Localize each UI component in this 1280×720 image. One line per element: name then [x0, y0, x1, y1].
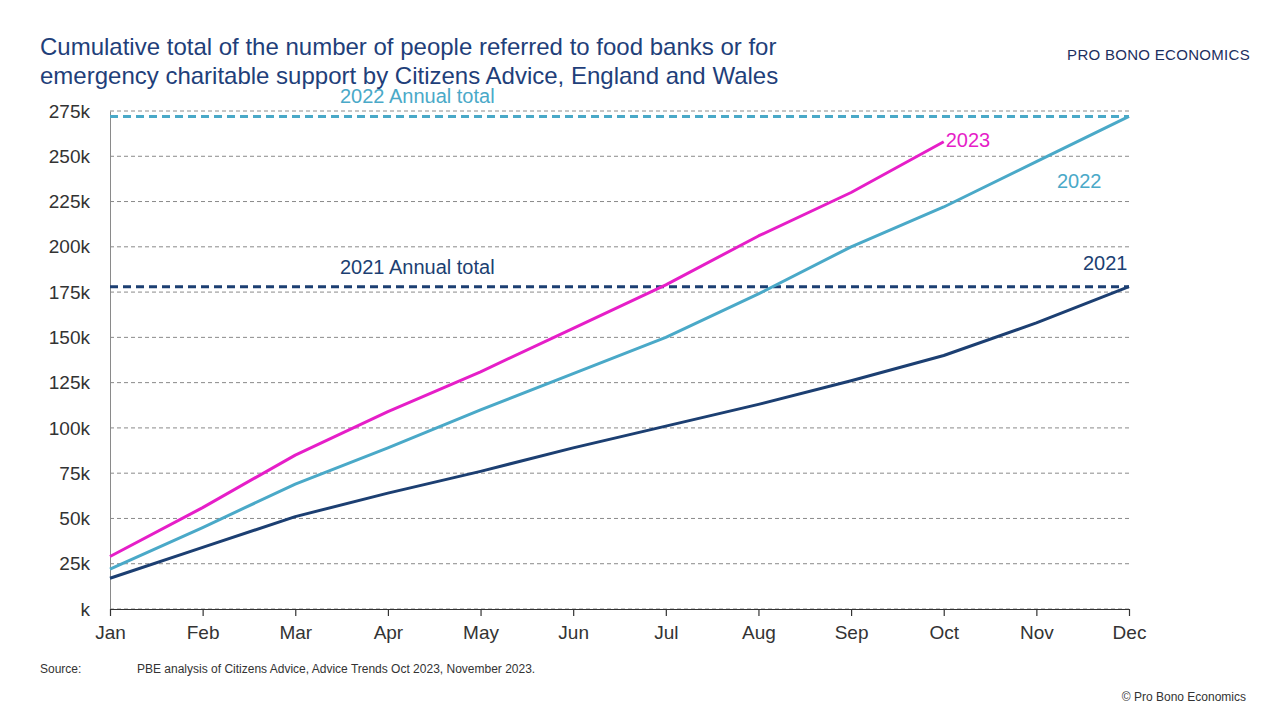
- source: PBE analysis of Citizens Advice, Advice …: [137, 662, 535, 676]
- reference-line: [110, 285, 1129, 288]
- series-label: 2021: [1083, 252, 1128, 274]
- y-tick-label: 225k: [49, 191, 91, 212]
- y-tick-label: 100k: [49, 417, 91, 438]
- copyright: © Pro Bono Economics: [1122, 690, 1246, 704]
- grid-line: [110, 292, 1129, 293]
- x-tick-mark: [573, 609, 574, 616]
- x-tick-mark: [666, 609, 667, 616]
- x-tick: Apr: [374, 609, 404, 643]
- y-tick: 200k: [49, 236, 110, 257]
- grid-line: [110, 201, 1129, 202]
- x-tick-mark: [295, 609, 296, 616]
- reference-line: [110, 115, 1129, 118]
- annotation-label: 2021 Annual total: [340, 256, 495, 278]
- x-tick-label: Apr: [374, 622, 404, 643]
- x-tick-mark: [388, 609, 389, 616]
- x-tick-label: Oct: [929, 622, 959, 643]
- x-tick-label: Feb: [187, 622, 220, 643]
- series-line: [110, 116, 1129, 569]
- y-tick-label: 200k: [49, 236, 91, 257]
- grid-line: [110, 382, 1129, 383]
- y-tick-label: 275k: [49, 101, 91, 122]
- y-tick: 250k: [49, 146, 110, 167]
- x-tick-label: Nov: [1020, 622, 1054, 643]
- x-axis-line: [111, 609, 1130, 610]
- y-tick-label: 25k: [59, 553, 90, 574]
- x-tick: Feb: [187, 609, 220, 643]
- y-tick: 175k: [49, 282, 110, 303]
- x-tick-mark: [1036, 609, 1037, 616]
- x-tick: Mar: [279, 609, 312, 643]
- y-tick-label: 125k: [49, 372, 91, 393]
- x-tick-mark: [1129, 609, 1130, 616]
- grid-line: [110, 518, 1129, 519]
- grid-line: [110, 156, 1129, 157]
- background: [0, 0, 1280, 720]
- grid-line: [110, 609, 1129, 610]
- x-tick: Sep: [835, 609, 869, 643]
- y-tick: 25k: [59, 553, 110, 574]
- grid-line: [110, 563, 1129, 564]
- y-tick-label: 175k: [49, 282, 91, 303]
- x-tick-mark: [480, 609, 481, 616]
- grid-line: [110, 111, 1129, 112]
- x-tick: Aug: [742, 609, 776, 643]
- y-axis-line: [110, 112, 111, 610]
- x-tick: Jun: [558, 609, 589, 643]
- x-tick-label: Jun: [558, 622, 589, 643]
- grid: [110, 111, 1129, 609]
- y-tick: 100k: [49, 417, 110, 438]
- x-tick-label: Mar: [279, 622, 312, 643]
- x-tick-label: Aug: [742, 622, 776, 643]
- series-label: 2022: [1057, 170, 1102, 192]
- x-tick: Dec: [1113, 609, 1147, 643]
- source-label: Source:: [40, 662, 81, 676]
- title: Cumulative total of the number of people…: [40, 33, 776, 60]
- plot-area: [110, 116, 1129, 578]
- x-tick: Nov: [1020, 609, 1054, 643]
- y-tick-label: 75k: [59, 463, 90, 484]
- x-tick-mark: [944, 609, 945, 616]
- x-tick-label: Sep: [835, 622, 869, 643]
- y-tick: 125k: [49, 372, 110, 393]
- y-tick-label: 150k: [49, 327, 91, 348]
- grid-line: [110, 246, 1129, 247]
- x-tick-mark: [203, 609, 204, 616]
- x-tick: Jul: [654, 609, 678, 643]
- x-tick-label: Jul: [654, 622, 678, 643]
- y-tick: 225k: [49, 191, 110, 212]
- x-tick-mark: [758, 609, 759, 616]
- x-tick: May: [463, 609, 499, 643]
- y-tick: 275k: [49, 101, 110, 122]
- grid-line: [110, 337, 1129, 338]
- x-tick-label: Jan: [95, 622, 126, 643]
- x-tick: Oct: [929, 609, 959, 643]
- x-tick-label: May: [463, 622, 499, 643]
- y-tick-label: 50k: [59, 508, 90, 529]
- annotation-label: 2022 Annual total: [340, 85, 495, 107]
- series-line: [110, 287, 1129, 579]
- x-tick-mark: [851, 609, 852, 616]
- grid-line: [110, 427, 1129, 428]
- chart: Cumulative total of the number of people…: [0, 0, 1280, 720]
- logo: PRO BONO ECONOMICS: [1067, 46, 1250, 63]
- x-axis: Jan Feb Mar Apr May Jun Jul Aug Sep Oct Nov Dec: [95, 609, 1146, 643]
- y-tick-label: 250k: [49, 146, 91, 167]
- x-tick: Jan: [95, 609, 126, 643]
- y-tick: 75k: [59, 463, 110, 484]
- y-tick-label: k: [81, 599, 91, 620]
- y-tick: 150k: [49, 327, 110, 348]
- x-tick-mark: [110, 609, 111, 616]
- y-tick: 50k: [59, 508, 110, 529]
- y-tick: k: [81, 599, 111, 620]
- x-tick-label: Dec: [1113, 622, 1147, 643]
- series-line: [110, 142, 944, 557]
- series-label: 2023: [946, 129, 991, 151]
- y-axis: k 25k 50k 75k 100k 125k 150k 175k 200k 225k 250k 27…: [49, 101, 111, 620]
